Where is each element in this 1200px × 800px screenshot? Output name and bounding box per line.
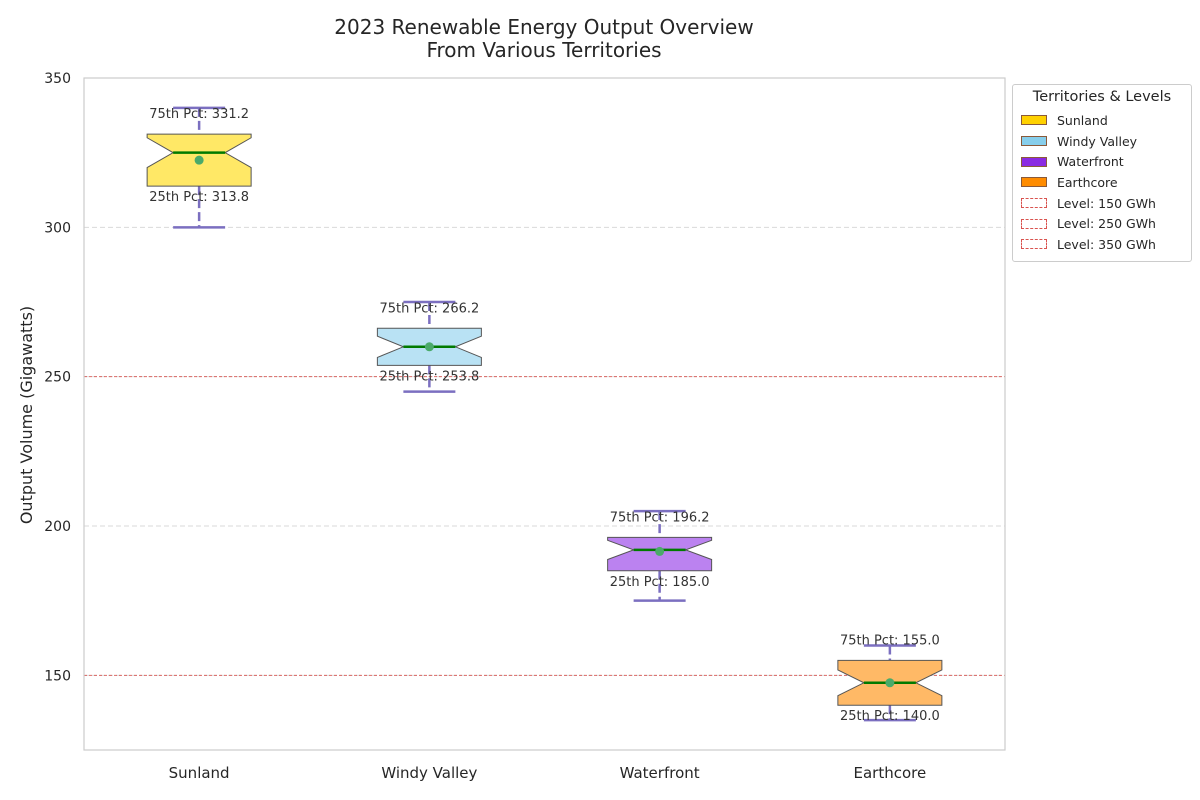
- plot-frame: [83, 77, 1006, 751]
- chart-title: 2023 Renewable Energy Output Overview: [334, 15, 753, 39]
- y-tick-label: 150: [44, 668, 71, 684]
- x-tick-label: Waterfront: [620, 764, 700, 782]
- legend-swatch: [1021, 177, 1047, 188]
- mean-marker: [194, 155, 204, 165]
- box-group: 75th Pct: 155.0 25th Pct: 140.0: [837, 633, 943, 724]
- legend-item: Sunland: [1021, 110, 1183, 131]
- legend-title: Territories & Levels: [1032, 89, 1172, 105]
- legend-swatch: [1021, 198, 1047, 209]
- legend-item: Earthcore: [1021, 172, 1183, 193]
- y-axis-ticks: 150 200 250 300 350: [44, 71, 71, 684]
- mean-marker: [655, 546, 665, 556]
- legend-label: Level: 350 GWh: [1057, 236, 1156, 252]
- q1-annotation: 25th Pct: 253.8: [379, 369, 479, 384]
- x-tick-label: Sunland: [169, 764, 230, 782]
- box-group: 75th Pct: 331.2 25th Pct: 313.8: [146, 106, 252, 229]
- q1-annotation: 25th Pct: 185.0: [610, 575, 710, 590]
- y-tick-label: 250: [44, 370, 71, 386]
- legend: Territories & Levels Sunland Windy Valley…: [1012, 84, 1192, 262]
- chart-subtitle: From Various Territories: [426, 38, 661, 62]
- x-tick-label: Windy Valley: [381, 764, 477, 782]
- legend-swatch: [1021, 115, 1047, 126]
- y-tick-label: 200: [44, 519, 71, 535]
- q3-annotation: 75th Pct: 196.2: [610, 510, 710, 525]
- legend-item: Level: 150 GWh: [1021, 193, 1183, 214]
- box-group: 75th Pct: 196.2 25th Pct: 185.0: [607, 509, 713, 602]
- q3-annotation: 75th Pct: 266.2: [379, 301, 479, 316]
- legend-label: Sunland: [1057, 112, 1108, 128]
- legend-item: Windy Valley: [1021, 131, 1183, 152]
- y-tick-label: 350: [44, 71, 71, 87]
- q1-annotation: 25th Pct: 313.8: [149, 190, 249, 205]
- y-axis-label: Output Volume (Gigawatts): [17, 306, 36, 524]
- q3-annotation: 75th Pct: 331.2: [149, 107, 249, 122]
- legend-label: Waterfront: [1057, 154, 1124, 170]
- legend-swatch: [1021, 136, 1047, 147]
- q3-annotation: 75th Pct: 155.0: [840, 633, 940, 648]
- x-axis-ticks: Sunland Windy Valley Waterfront Earthcore: [169, 764, 927, 782]
- legend-label: Level: 250 GWh: [1057, 216, 1156, 232]
- q1-annotation: 25th Pct: 140.0: [840, 709, 940, 724]
- legend-label: Earthcore: [1057, 174, 1118, 190]
- legend-swatch: [1021, 156, 1047, 167]
- y-tick-label: 300: [44, 220, 71, 236]
- box-group: 75th Pct: 266.2 25th Pct: 253.8: [376, 300, 482, 393]
- legend-swatch: [1021, 239, 1047, 250]
- legend-swatch: [1021, 218, 1047, 229]
- x-tick-label: Earthcore: [854, 764, 927, 782]
- mean-marker: [424, 342, 434, 352]
- mean-marker: [885, 678, 895, 688]
- legend-items: Sunland Windy Valley Waterfront Earthcore Le…: [1021, 110, 1183, 255]
- legend-item: Waterfront: [1021, 151, 1183, 172]
- legend-item: Level: 350 GWh: [1021, 234, 1183, 255]
- legend-label: Level: 150 GWh: [1057, 195, 1156, 211]
- legend-label: Windy Valley: [1057, 133, 1138, 149]
- legend-item: Level: 250 GWh: [1021, 213, 1183, 234]
